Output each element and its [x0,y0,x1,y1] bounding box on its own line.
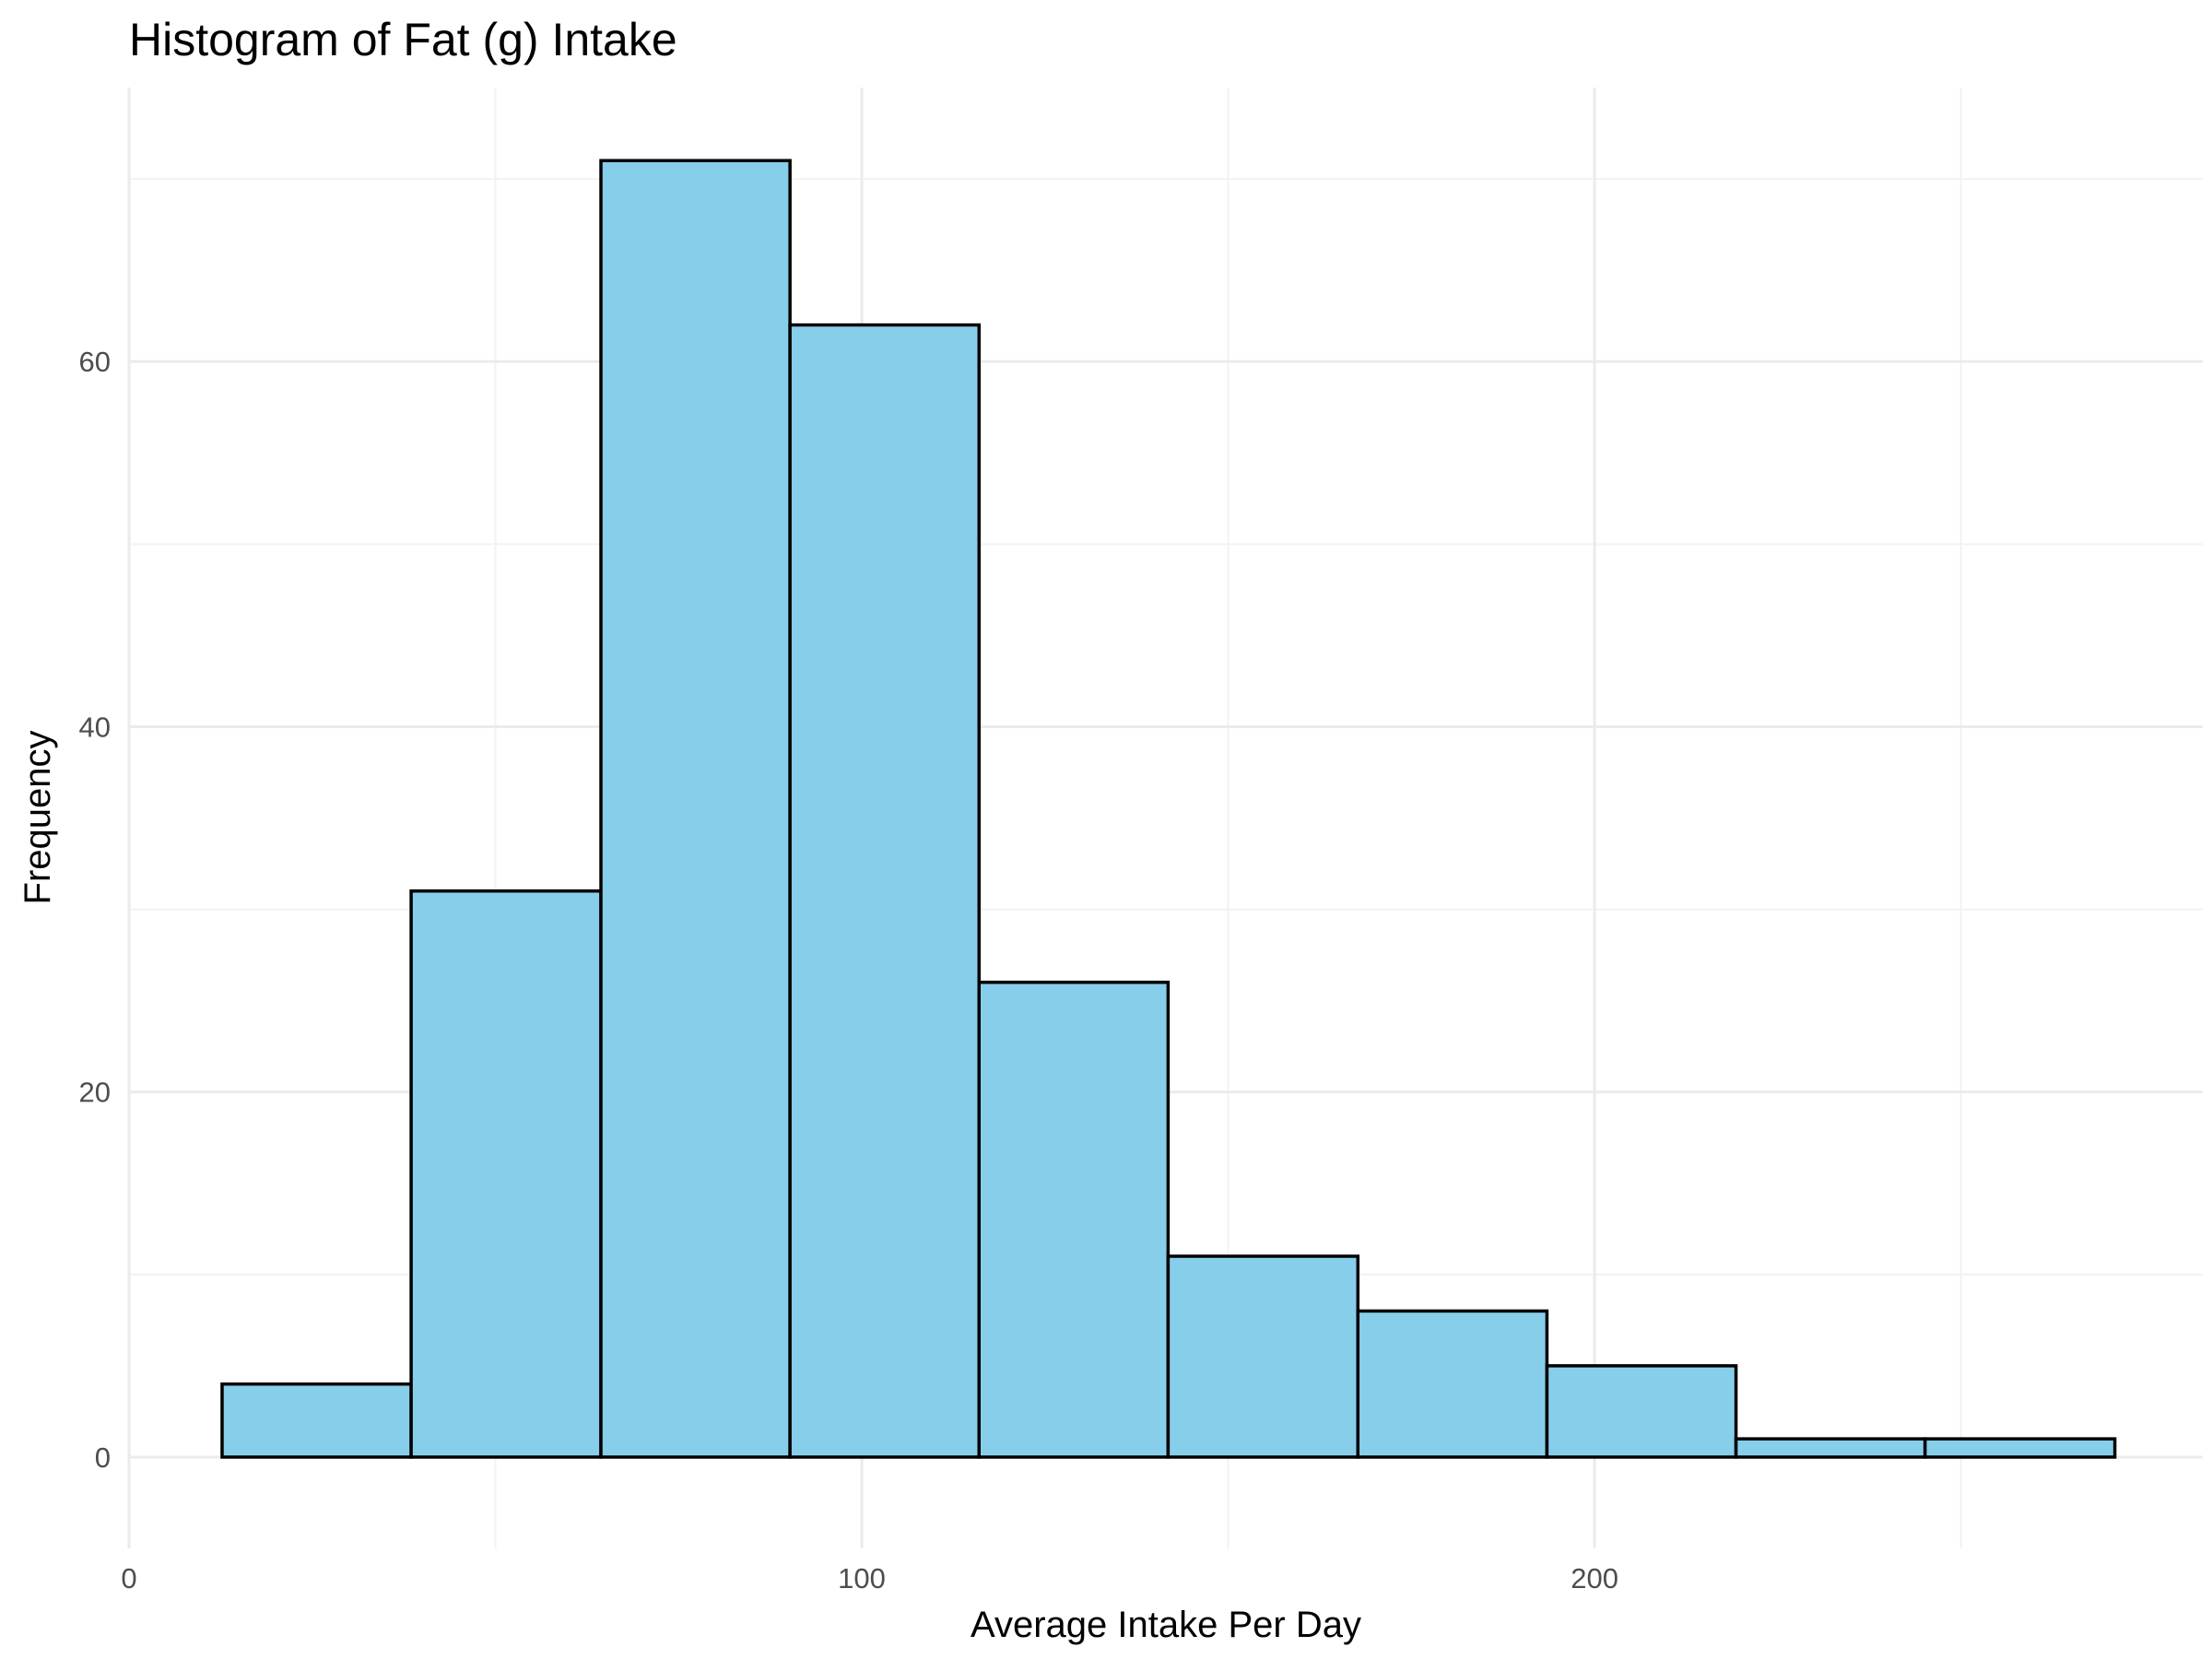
bars-layer [220,159,2117,1459]
histogram-bar-2 [599,159,792,1459]
histogram-bar-3 [788,323,982,1459]
x-tick-label-1: 100 [838,1562,886,1594]
x-axis-title: Average Intake Per Day [971,1605,1361,1645]
histogram-bar-8 [1734,1437,1927,1459]
x-tick-label-0: 0 [121,1562,136,1594]
histogram-bar-5 [1166,1254,1360,1459]
y-axis-title: Frequency [18,731,58,905]
chart-title: Histogram of Fat (g) Intake [129,14,677,65]
y-tick-label-0: 0 [95,1441,111,1474]
histogram-bar-9 [1923,1437,2117,1459]
y-tick-label-2: 40 [79,711,111,743]
histogram-bar-6 [1356,1309,1549,1459]
histogram-bar-4 [977,981,1171,1459]
x-tick-label-2: 200 [1571,1562,1618,1594]
x-axis-ticks: 0 100 200 [121,1562,1618,1594]
y-tick-label-3: 60 [79,346,111,378]
histogram-bar-7 [1545,1364,1738,1459]
y-axis-ticks: 0 20 40 60 [79,346,111,1474]
histogram-bar-0 [220,1382,413,1459]
y-tick-label-1: 20 [79,1077,111,1109]
histogram-bar-1 [409,889,603,1459]
